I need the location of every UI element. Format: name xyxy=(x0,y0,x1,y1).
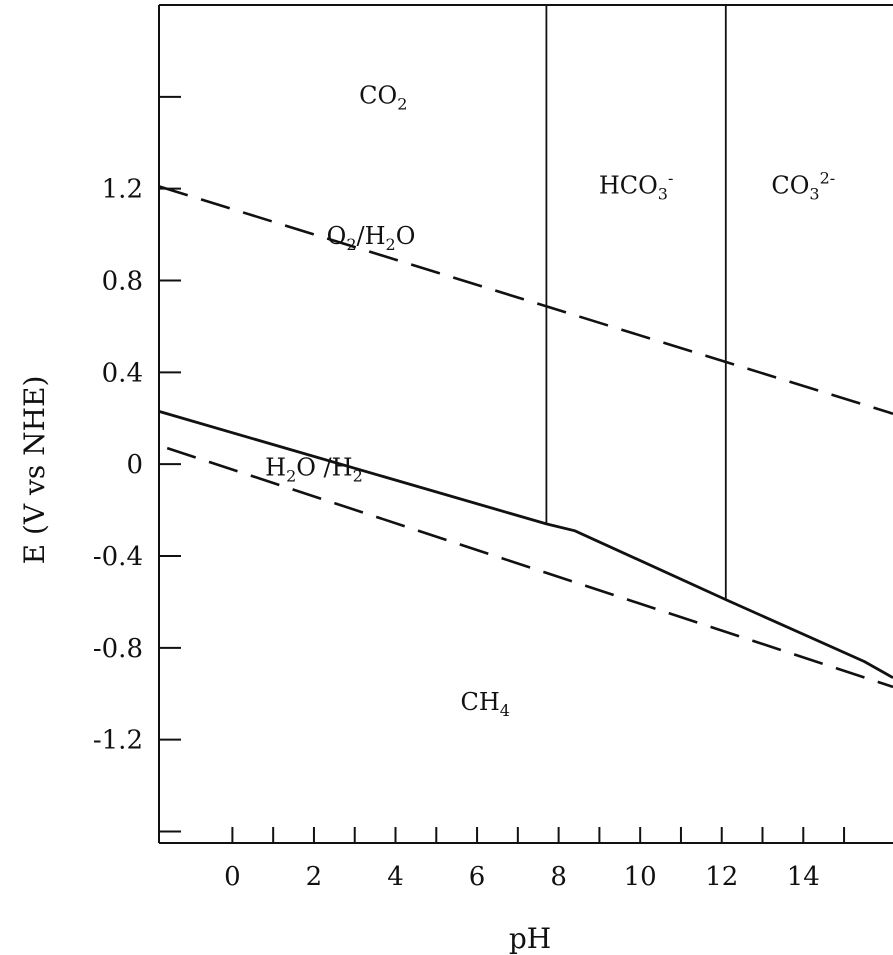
x-tick-label: 8 xyxy=(550,862,567,892)
series-line-1 xyxy=(166,446,893,689)
series-line-2 xyxy=(158,410,893,679)
y-tick-label: 0 xyxy=(126,450,143,480)
series-lines xyxy=(158,5,893,689)
axes xyxy=(158,4,893,844)
label-co2: CO2 xyxy=(359,82,407,114)
y-ticks: 1.2 0.8 0.4 0 -0.4 -0.8 -1.2 xyxy=(93,95,181,833)
label-ch4: CH4 xyxy=(460,688,509,720)
x-tick-label: 14 xyxy=(787,862,820,892)
label-hco3: HCO3- xyxy=(599,168,674,203)
x-tick-label: 12 xyxy=(705,862,738,892)
y-tick-label: 0.4 xyxy=(102,358,143,388)
x-tick-label: 6 xyxy=(469,862,486,892)
y-tick-label: -1.2 xyxy=(93,726,143,756)
y-axis-title: E (V vs NHE) xyxy=(18,376,51,565)
x-tick-label: 2 xyxy=(306,862,323,892)
x-tick-label: 0 xyxy=(224,862,241,892)
label-co3: CO32- xyxy=(771,168,835,203)
y-tick-label: 0.8 xyxy=(102,267,143,297)
y-tick-label: 1.2 xyxy=(102,175,143,205)
x-ticks: 0 2 4 6 8 10 12 14 xyxy=(224,827,846,892)
label-h2oh2: H2O /H2 xyxy=(265,454,363,486)
x-tick-label: 10 xyxy=(624,862,657,892)
y-tick-label: -0.4 xyxy=(93,542,143,572)
x-tick-label: 4 xyxy=(387,862,404,892)
series-line-0 xyxy=(158,185,893,415)
label-o2h2o: O2/H2O xyxy=(327,222,416,254)
y-tick-label: -0.8 xyxy=(93,634,143,664)
x-axis-title: pH xyxy=(509,922,551,955)
region-labels: CO2 HCO3- CO32- O2/H2O H2O /H2 CH4 xyxy=(265,82,835,720)
